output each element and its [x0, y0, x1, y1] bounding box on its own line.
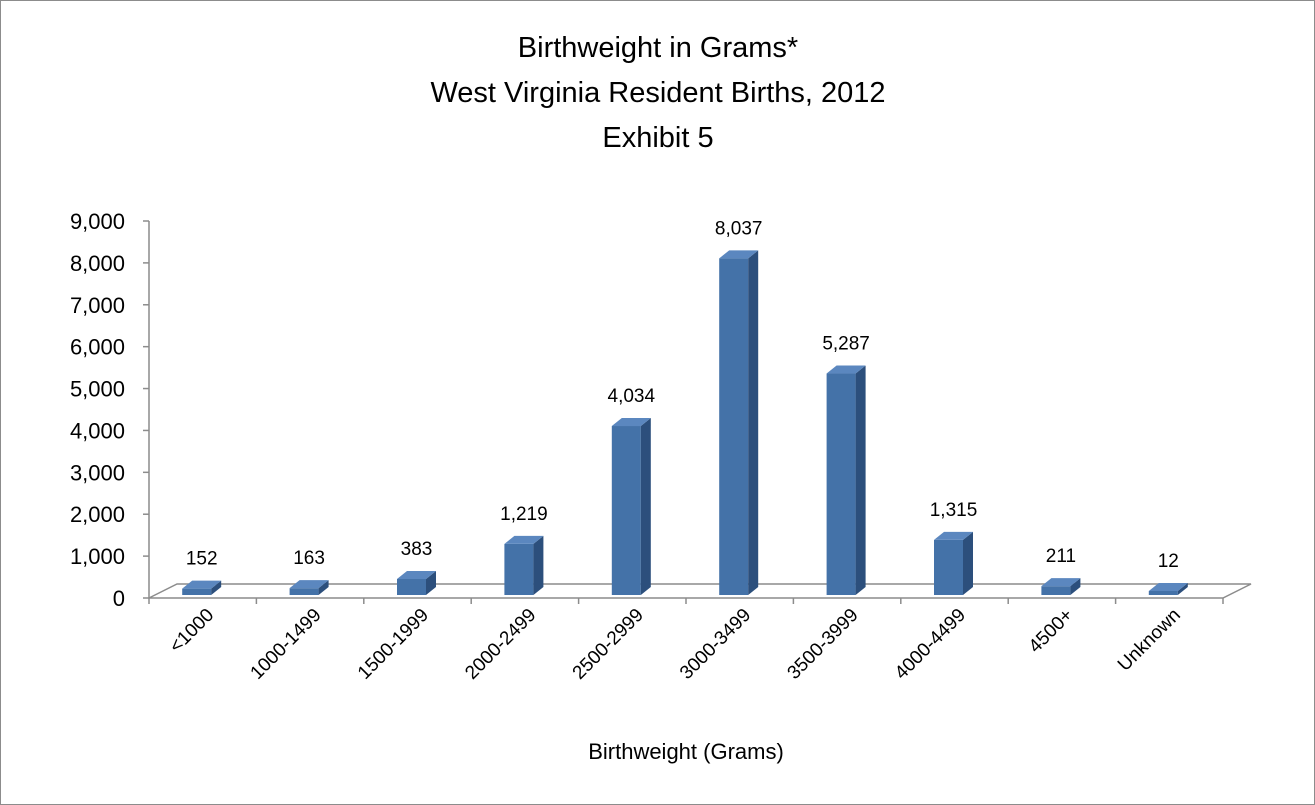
data-label: 1,219: [500, 504, 548, 525]
bar-top: [1148, 583, 1188, 591]
data-labels: 152 163 383 1,219 4,034 8,037 5,287 1,315 211 12: [186, 218, 1179, 572]
bar-side: [426, 570, 436, 595]
y-tick-label: 8,000: [70, 251, 125, 276]
bar-side: [640, 418, 651, 595]
y-tick-label: 3,000: [70, 460, 125, 485]
bar-front: [397, 578, 426, 595]
bar-3500-3999: [826, 365, 866, 595]
bar-<1000: [182, 580, 222, 595]
bar-front: [826, 373, 856, 595]
data-label: 383: [401, 539, 433, 560]
bar-side: [748, 250, 759, 596]
bar-2500-2999: [611, 418, 651, 595]
bar-front: [1148, 591, 1178, 595]
y-tick-label: 2,000: [70, 502, 125, 527]
chart-title: Birthweight in Grams* West Virginia Resi…: [430, 32, 885, 154]
bar-series: [182, 250, 1188, 596]
y-tick-label: 5,000: [70, 377, 125, 402]
x-tick-label: <1000: [166, 605, 219, 658]
x-tick-label: 3000-3499: [676, 605, 755, 684]
bar-side: [1177, 583, 1188, 595]
x-tick-label: 4000-4499: [891, 605, 970, 684]
y-tick-label: 9,000: [70, 209, 125, 234]
bar-2000-2499: [504, 535, 544, 595]
chart-title-line-1: Birthweight in Grams*: [518, 32, 798, 64]
bar-side: [533, 535, 544, 595]
y-tick-label: 0: [113, 586, 125, 611]
bar-Unknown: [1148, 583, 1188, 595]
bar-side: [1070, 578, 1081, 595]
x-tick-label: 3500-3999: [784, 605, 863, 684]
data-label: 4,034: [608, 386, 656, 407]
x-axis-title: Birthweight (Grams): [588, 739, 784, 764]
bar-4500+: [1041, 578, 1081, 595]
bar-front: [182, 588, 212, 595]
bar-front: [719, 258, 749, 595]
bar-top: [182, 580, 222, 589]
bar-top: [1041, 578, 1081, 587]
x-tick-label: 2000-2499: [461, 605, 540, 684]
bar-1000-1499: [289, 580, 329, 595]
data-label: 211: [1046, 546, 1076, 567]
chart-title-line-2: West Virginia Resident Births, 2012: [430, 77, 885, 109]
x-axis: <1000 1000-1499 1500-1999 2000-2499 2500-299…: [166, 605, 1185, 684]
x-tick-label: 1000-1499: [247, 605, 326, 684]
bar-top: [611, 418, 651, 427]
y-tick-label: 1,000: [70, 544, 125, 569]
bar-side: [855, 365, 866, 595]
bar-front: [611, 426, 641, 595]
bar-front: [1041, 586, 1071, 595]
y-tick-label: 6,000: [70, 335, 125, 360]
data-label: 8,037: [715, 218, 763, 239]
bar-top: [934, 531, 973, 540]
bar-front: [934, 539, 963, 595]
bar-1500-1999: [397, 570, 436, 595]
bar-3000-3499: [719, 250, 759, 596]
data-label: 152: [186, 549, 218, 570]
y-tick-label: 4,000: [70, 418, 125, 443]
x-tick-label: 2500-2999: [569, 605, 648, 684]
bar-side: [963, 531, 973, 595]
data-label: 1,315: [930, 500, 978, 521]
bar-4000-4499: [934, 531, 973, 595]
bar-front: [504, 543, 534, 595]
bar-side: [211, 580, 222, 595]
bar-top: [719, 250, 759, 259]
bar-top: [826, 365, 866, 374]
x-tick-label: 1500-1999: [354, 605, 433, 684]
bar-top: [504, 535, 544, 544]
bar-top: [397, 570, 436, 579]
y-axis: 0 1,000 2,000 3,000 4,000 5,000 6,000 7,000 8,00…: [70, 209, 150, 611]
bar-front: [289, 588, 319, 595]
data-label: 163: [293, 548, 325, 569]
bar-top: [289, 580, 329, 589]
x-tick-label: Unknown: [1114, 605, 1185, 676]
data-label: 5,287: [822, 334, 870, 355]
x-tick-label: 4500+: [1025, 605, 1078, 658]
y-tick-label: 7,000: [70, 293, 125, 318]
bar-side: [318, 580, 329, 595]
data-label: 12: [1158, 551, 1179, 572]
chart-title-line-3: Exhibit 5: [602, 122, 713, 154]
